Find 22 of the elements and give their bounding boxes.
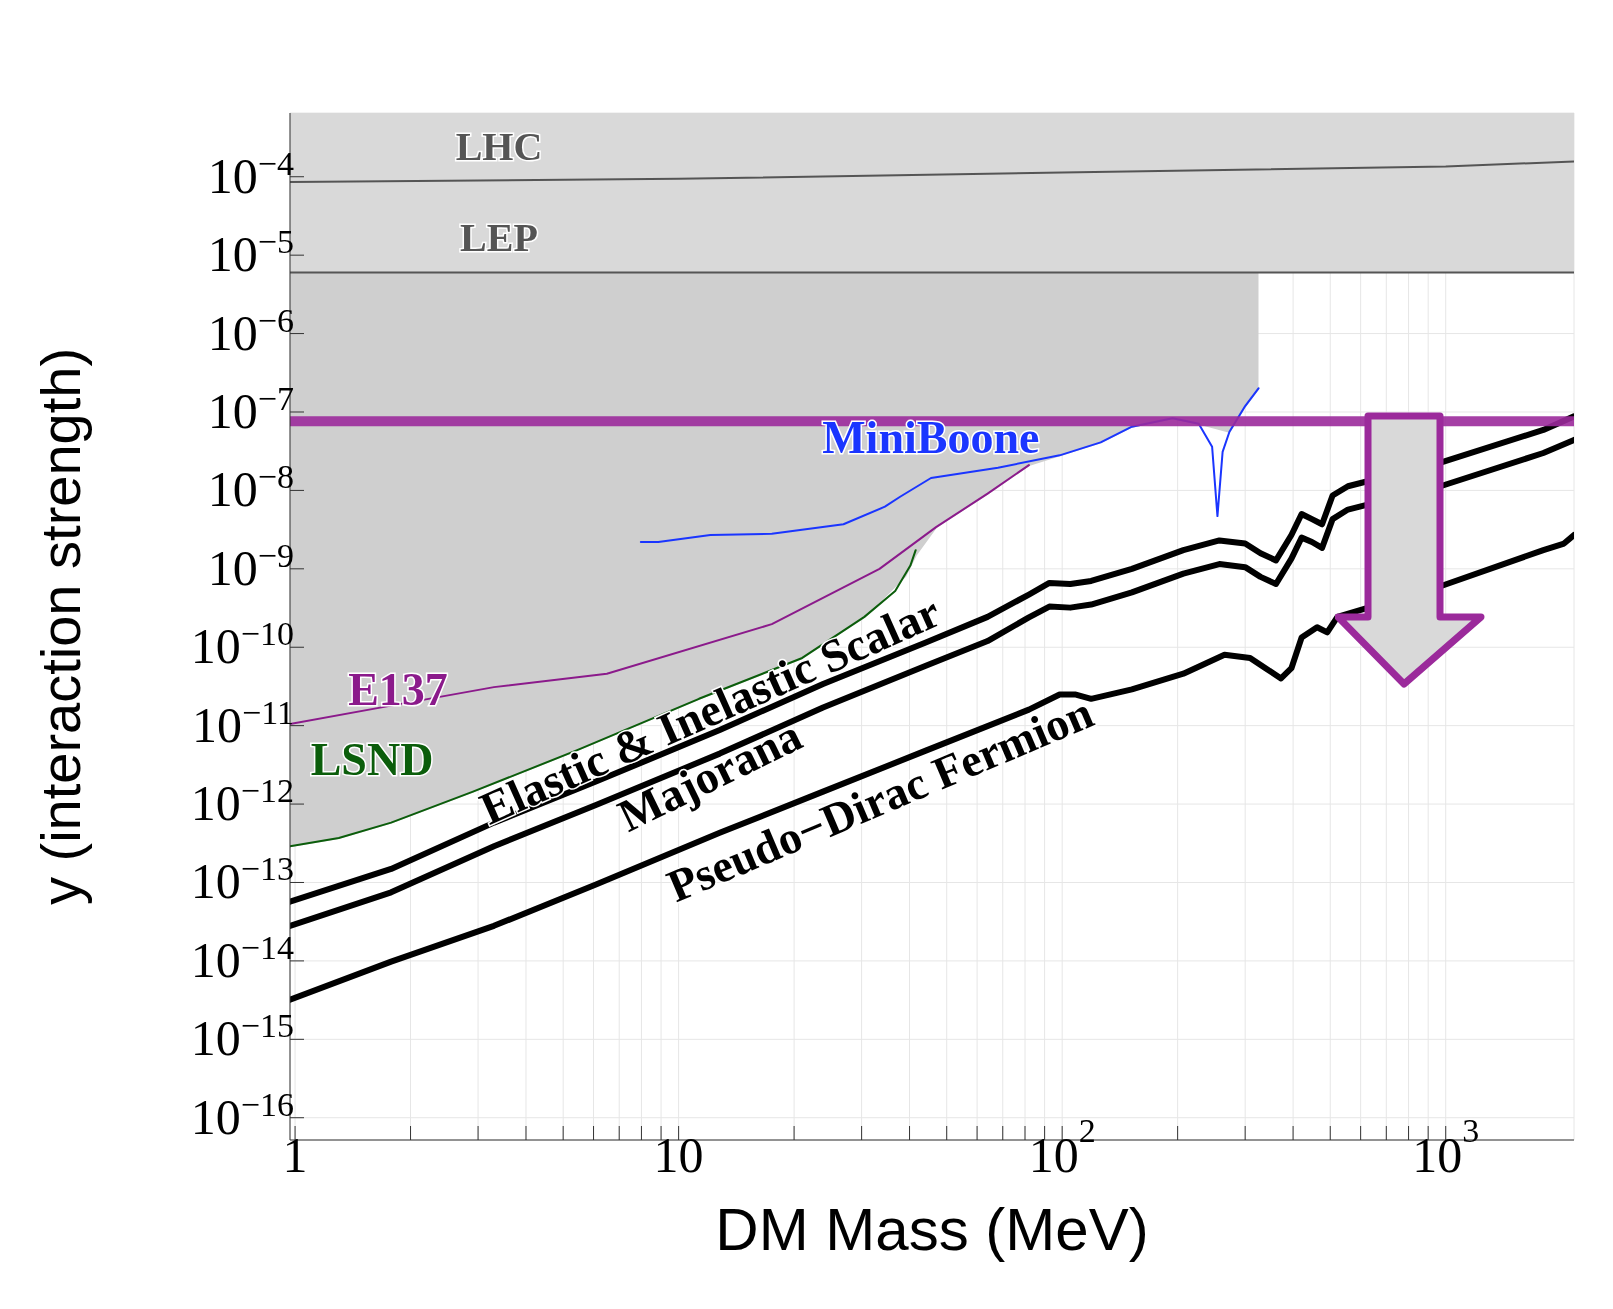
y-tick-label: 10$^{−15}$	[190, 1006, 294, 1067]
y-tick-label: 10$^{−13}$	[190, 849, 294, 910]
y-tick-label: 10$^{−10}$	[190, 614, 294, 675]
y-tick-label: 10$^{−14}$	[190, 928, 294, 988]
y-tick-label: 10$^{−11}$	[192, 693, 294, 753]
series-label: LHC	[455, 124, 543, 170]
y-tick-label: 10$^{−12}$	[190, 771, 294, 832]
y-tick-label: 10$^{−9}$	[207, 536, 294, 596]
y-tick-label: 10$^{−4}$	[207, 144, 294, 204]
x-tick-label: 10	[653, 1127, 704, 1183]
series-label: E137	[348, 663, 448, 715]
series-label: MiniBoone	[822, 411, 1040, 463]
x-tick-label: 10$^{2}$	[1028, 1111, 1096, 1183]
y-axis-title: y (interaction strength)	[28, 347, 92, 906]
y-tick-label: 10$^{−5}$	[207, 222, 294, 283]
y-tick-label: 10$^{−7}$	[207, 379, 294, 439]
y-tick-label: 10$^{−6}$	[207, 301, 294, 361]
series-label: LSND	[310, 733, 434, 785]
y-tick-label: 10$^{−8}$	[207, 457, 294, 518]
x-axis-title: DM Mass (MeV)	[715, 1196, 1149, 1263]
x-tick-label: 10$^{3}$	[1412, 1111, 1480, 1183]
series-label: LEP	[460, 214, 538, 260]
